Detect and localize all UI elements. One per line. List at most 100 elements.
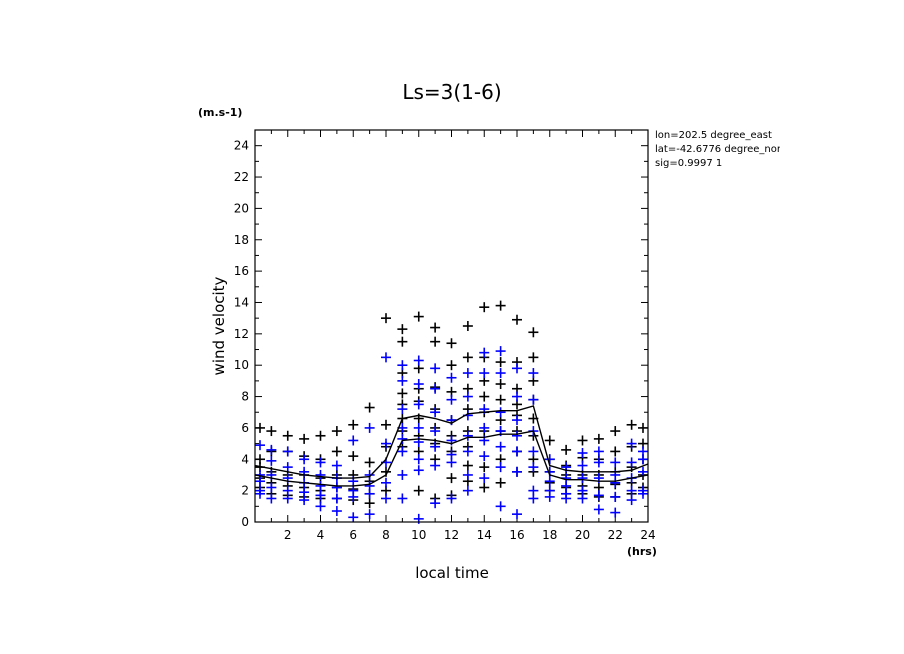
black-cross-point [610,426,621,437]
blue-cross-point [610,477,621,488]
plot-marks [255,300,648,524]
blue-cross-point [495,441,506,452]
blue-cross-point [479,347,490,358]
mean-lines [254,405,649,487]
blue-cross-point [299,495,310,506]
black-cross-point [479,482,490,493]
y-tick-label: 6 [241,421,249,435]
black-cross-point [282,430,293,441]
blue-cross-point [495,462,506,473]
y-tick-label: 12 [234,327,249,341]
blue-cross-point [413,465,424,476]
black-cross-point [364,457,375,468]
blue-cross-point [512,446,522,457]
blue-cross-point [397,375,408,386]
blue-cross-point [430,498,441,509]
blue-cross-point [512,363,522,374]
blue-cross-point [528,394,539,405]
blue-cross-point [593,457,604,468]
blue-cross-point [381,352,391,363]
blue-cross-point [462,430,473,441]
info-lon: lon=202.5 degree_east [655,130,772,141]
blue-cross-point [626,457,637,468]
x-tick-label: 8 [382,528,390,542]
info-lat: lat=-42.6776 degree_north [655,144,791,155]
blue-cross-point [397,469,408,480]
blue-cross-point [282,446,293,457]
black-cross-point [446,360,457,371]
blue-cross-point [462,391,473,402]
black-cross-point [462,460,473,471]
blue-cross-point [479,422,490,433]
blue-cross-point [364,488,375,499]
x-tick-label: 4 [317,528,325,542]
black-cross-point [479,391,490,402]
black-cross-point [495,300,506,311]
blue-cross-point [495,346,506,357]
blue-cross-point [413,422,424,433]
black-cross-point [495,477,506,488]
blue-cross-point [638,488,648,499]
black-cross-point [364,402,375,413]
blue-cross-point [331,506,342,517]
black-cross-point [495,379,506,390]
black-cross-point [561,444,572,455]
blue-cross-point [577,473,588,484]
blue-cross-point [495,501,506,512]
blue-cross-point [348,491,359,502]
black-cross-point [512,314,522,325]
black-cross-point [528,327,539,338]
blue-cross-point [413,399,424,410]
blue-cross-point [626,485,637,496]
blue-cross-point [430,460,441,471]
blue-cross-point [348,435,359,446]
blue-cross-point [544,454,555,465]
x-unit-label: (hrs) [627,545,657,558]
blue-cross-point [528,368,539,379]
black-cross-point [348,419,359,430]
black-cross-point [381,313,391,324]
x-tick-label: 6 [349,528,357,542]
blue-cross-point [462,368,473,379]
black-cross-point [610,446,621,457]
blue-cross-point [397,493,408,504]
x-tick-label: 10 [411,528,426,542]
black-cross-point [626,419,637,430]
blue-cross-point [282,462,293,473]
black-cross-point [544,435,555,446]
blue-cross-point [315,501,326,512]
blue-cross-point [638,454,648,465]
blue-cross-point [446,394,457,405]
info-clip-mask [780,125,904,175]
blue-cross-point [255,476,265,487]
blue-cross-point [593,504,604,515]
blue-cross-point [577,460,588,471]
y-tick-label: 22 [234,170,249,184]
black-cross-point [315,430,326,441]
black-cross-point [446,473,457,484]
black-cross-point [255,422,265,433]
blue-cross-point [610,491,621,502]
blue-cross-point [397,433,408,444]
blue-cross-point [381,438,391,449]
blue-cross-point [315,469,326,480]
black-cross-point [381,419,391,430]
blue-cross-point [638,466,648,477]
black-cross-point [462,352,473,363]
black-cross-point [495,394,506,405]
x-tick-label: 16 [509,528,524,542]
chart-title: Ls=3(1-6) [402,80,501,104]
blue-cross-point [462,485,473,496]
blue-cross-point [512,509,522,520]
blue-cross-point [528,462,539,473]
blue-cross-point [479,368,490,379]
blue-cross-point [299,454,310,465]
y-axis-label: wind velocity [210,276,228,375]
blue-cross-point [430,441,441,452]
blue-cross-point [266,455,277,466]
y-tick-label: 24 [234,139,249,153]
black-cross-point [397,388,408,399]
blue-cross-point [348,512,359,523]
black-cross-point [446,338,457,349]
